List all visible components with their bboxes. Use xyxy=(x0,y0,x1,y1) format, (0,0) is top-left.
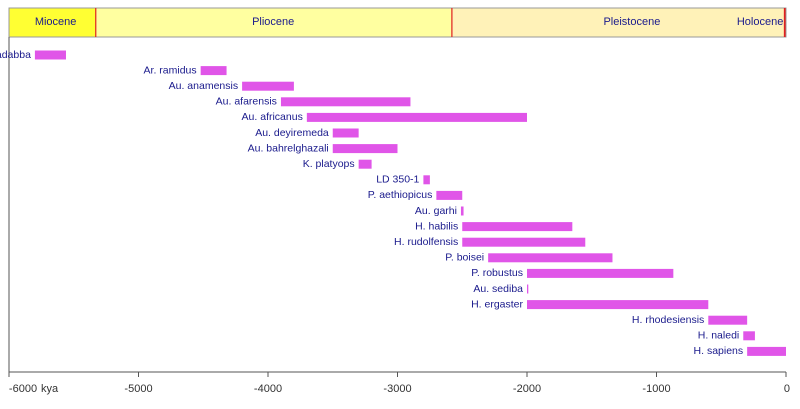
species-label: P. aethiopicus xyxy=(368,189,433,201)
species-label: P. boisei xyxy=(445,252,484,264)
x-tick-label: -5000 xyxy=(124,383,152,395)
species-bar xyxy=(280,97,411,107)
x-tick-label: -6000 xyxy=(9,383,37,395)
species-label: Au. bahrelghazali xyxy=(248,142,329,154)
species-bar xyxy=(332,128,359,138)
species-label: H. rhodesiensis xyxy=(632,314,704,326)
species-bar xyxy=(423,175,430,185)
species-label: H. rudolfensis xyxy=(394,236,458,248)
species-label: Au. deyiremeda xyxy=(255,127,329,139)
species-label: H. ergaster xyxy=(471,298,523,310)
species-label: Au. afarensis xyxy=(216,96,277,108)
species-label: Ar. kadabba xyxy=(0,49,31,61)
species-bar xyxy=(358,159,372,169)
species-bar xyxy=(460,206,464,216)
species-label: H. sapiens xyxy=(694,345,744,357)
species-bar xyxy=(527,300,709,310)
species-label: K. platyops xyxy=(303,158,355,170)
epoch-pleistocene xyxy=(451,8,785,37)
epoch-band-border xyxy=(8,7,787,38)
epoch-band: Miocene Pliocene Pleistocene Holocene xyxy=(8,7,787,38)
species-bar xyxy=(34,50,66,60)
species-bar xyxy=(462,237,586,247)
species-bars xyxy=(34,50,786,356)
species-label: P. robustus xyxy=(471,267,523,279)
species-bar xyxy=(242,81,294,91)
x-axis-unit-label: kya xyxy=(41,383,59,395)
species-label: Ar. ramidus xyxy=(144,64,197,76)
x-tick-label: -3000 xyxy=(383,383,411,395)
species-bar xyxy=(488,253,613,263)
x-tick-label: -1000 xyxy=(642,383,670,395)
x-tick-label: -2000 xyxy=(513,383,541,395)
species-labels: Ar. kadabba Ar. ramidus Au. anamensis Au. a… xyxy=(0,49,743,357)
species-label: H. habilis xyxy=(415,220,458,232)
epoch-label-pleistocene: Pleistocene xyxy=(603,16,660,28)
epoch-label-miocene: Miocene xyxy=(35,16,77,28)
species-bar xyxy=(332,144,398,154)
species-bar xyxy=(708,315,748,325)
species-bar xyxy=(747,346,786,356)
epoch-label-holocene: Holocene xyxy=(737,16,783,28)
species-bar xyxy=(743,331,755,341)
species-bar xyxy=(462,222,573,232)
species-bar xyxy=(306,112,527,122)
species-label: LD 350-1 xyxy=(376,174,419,186)
species-bar xyxy=(527,284,529,294)
x-tick-label: 0 xyxy=(784,383,790,395)
species-bar xyxy=(436,190,463,200)
epoch-pliocene xyxy=(95,8,452,37)
species-bar xyxy=(200,66,227,76)
species-label: Au. garhi xyxy=(415,205,457,217)
x-tick-label: -4000 xyxy=(254,383,282,395)
species-label: H. naledi xyxy=(698,330,739,342)
species-label: Au. anamensis xyxy=(169,80,238,92)
species-label: Au. sediba xyxy=(473,283,523,295)
species-label: Au. africanus xyxy=(242,111,303,123)
x-axis-ticks: -6000 -5000 -4000 -3000 -2000 -1000 0 xyxy=(8,372,790,395)
epoch-label-pliocene: Pliocene xyxy=(252,16,294,28)
species-bar xyxy=(527,268,674,278)
epoch-miocene xyxy=(9,8,96,37)
